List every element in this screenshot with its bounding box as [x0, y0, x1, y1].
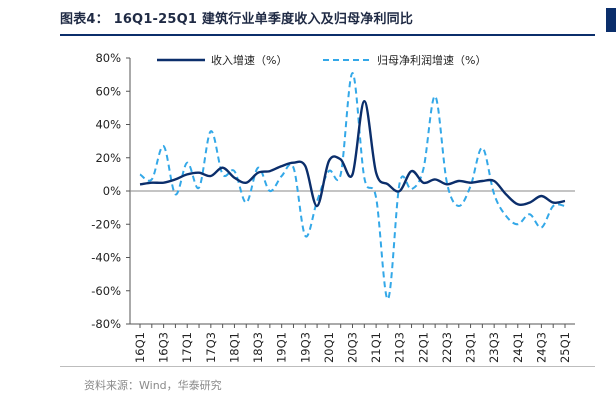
y-tick-label: 20% — [95, 151, 121, 165]
source-note: 资料来源：Wind，华泰研究 — [84, 379, 222, 392]
x-tick-label: 22Q3 — [440, 332, 454, 363]
y-tick-label: 0% — [103, 184, 121, 198]
y-tick-label: -80% — [91, 317, 121, 331]
axes — [126, 57, 575, 328]
adjacent-panel-edge — [606, 8, 616, 32]
x-tick-label: 24Q3 — [534, 332, 548, 363]
x-tick-label: 21Q1 — [369, 332, 383, 363]
y-tick-labels: -80% -60% -40% -20% 0% 20% 40% 60% 80% — [91, 51, 121, 331]
x-tick-label: 16Q1 — [133, 332, 147, 363]
footer-rule — [60, 366, 595, 367]
x-tick-label: 18Q1 — [227, 332, 241, 363]
chart-title: 图表4： 16Q1-25Q1 建筑行业单季度收入及归母净利同比 — [60, 12, 414, 27]
x-tick-labels: 16Q1 16Q3 17Q1 17Q3 18Q1 18Q3 19Q1 19Q3 20Q1 20Q3… — [133, 332, 572, 363]
legend-label-profit: 归母净利润增速（%） — [377, 53, 486, 67]
x-tick-label: 22Q1 — [416, 332, 430, 363]
y-tick-label: -20% — [91, 217, 121, 231]
x-tick-label: 19Q1 — [275, 332, 289, 363]
series-line-profit-growth — [139, 71, 566, 301]
y-tick-label: -40% — [91, 251, 121, 265]
x-tick-label: 24Q1 — [511, 332, 525, 363]
x-tick-label: 20Q3 — [346, 332, 360, 363]
y-tick-label: 80% — [95, 51, 121, 65]
x-tick-label: 16Q3 — [157, 332, 171, 363]
x-tick-label: 19Q3 — [298, 332, 312, 363]
y-tick-label: 60% — [95, 84, 121, 98]
legend-label-revenue: 收入增速（%） — [211, 53, 287, 67]
x-tick-label: 23Q1 — [464, 332, 478, 363]
series-layer — [139, 71, 566, 301]
x-tick-label: 17Q3 — [204, 332, 218, 363]
y-tick-label: 40% — [95, 118, 121, 132]
x-tick-label: 25Q1 — [558, 332, 572, 363]
legend: 收入增速（%） 归母净利润增速（%） — [157, 53, 486, 67]
x-tick-label: 21Q3 — [393, 332, 407, 363]
x-tick-label: 20Q1 — [322, 332, 336, 363]
series-line-revenue-growth — [139, 99, 566, 208]
x-tick-label: 18Q3 — [251, 332, 265, 363]
title-underline — [60, 34, 595, 36]
y-tick-label: -60% — [91, 284, 121, 298]
x-tick-label: 17Q1 — [180, 332, 194, 363]
x-tick-label: 23Q3 — [487, 332, 501, 363]
